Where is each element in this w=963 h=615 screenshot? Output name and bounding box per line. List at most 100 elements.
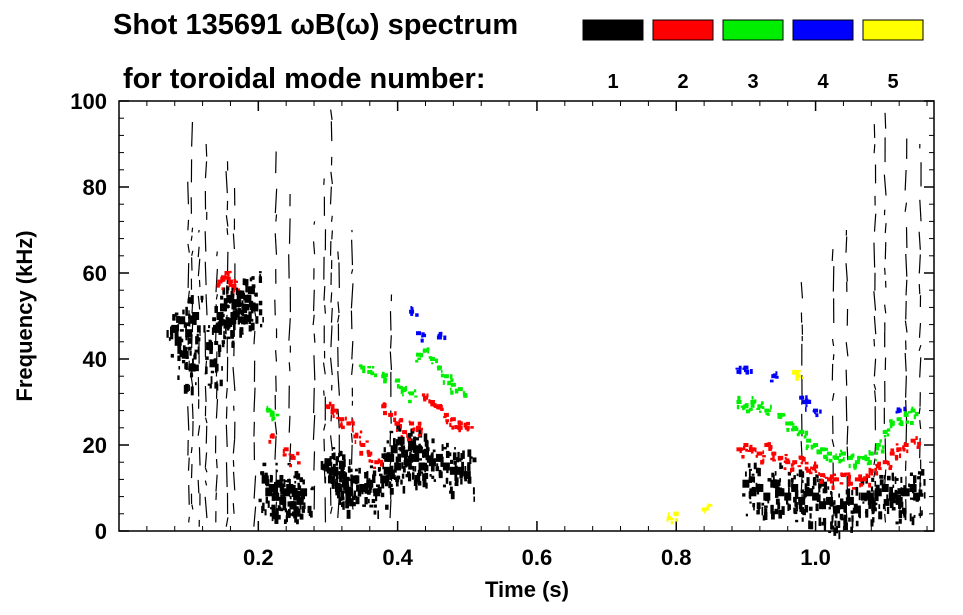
spectrum-speck-n1 [179, 329, 184, 332]
data-point-n1-6 [192, 312, 200, 320]
spectrum-speck-n1 [270, 475, 273, 481]
spectrum-speck-n1 [850, 526, 854, 533]
spectral-streak [253, 387, 256, 412]
spectrum-speck-n1 [414, 452, 417, 455]
spectrum-speck-n1 [182, 309, 185, 315]
spectrum-speck-n1 [871, 477, 875, 482]
spectrum-speck-n4 [802, 400, 807, 405]
spectral-streak [918, 254, 921, 274]
spectrum-speck-n2 [886, 460, 890, 464]
spectrum-speck-n3 [848, 463, 851, 469]
spectrum-speck-n1 [289, 496, 292, 500]
spectrum-speck-n3 [889, 424, 893, 429]
spectrum-speck-n5 [801, 376, 805, 379]
data-point-n1-2 [178, 316, 186, 325]
spectral-streak [322, 362, 326, 375]
spectral-streak [324, 305, 326, 314]
spectrum-speck-n1 [190, 295, 194, 305]
spectral-streak [873, 144, 876, 154]
spectrum-speck-n1 [284, 480, 289, 483]
spectrum-speck-n1 [744, 471, 747, 477]
data-point-n2-40 [813, 464, 819, 469]
spectrum-speck-n1 [909, 497, 914, 500]
spectral-streak [204, 480, 208, 486]
spectrum-speck-n2 [449, 422, 452, 428]
spectrum-speck-n1 [339, 498, 343, 501]
spectrum-speck-n1 [295, 507, 299, 517]
data-point-n3-37 [896, 417, 902, 422]
spectrum-speck-n1 [193, 318, 197, 325]
spectrum-speck-n1 [771, 511, 775, 520]
data-point-n2-53 [903, 443, 909, 447]
spectrum-speck-n1 [212, 317, 217, 322]
data-point-n3-38 [903, 412, 909, 417]
spectrum-speck-n1 [921, 510, 923, 516]
spectral-streak [190, 235, 193, 241]
spectrum-speck-n3 [886, 433, 890, 437]
spectrum-speck-n1 [170, 335, 172, 340]
spectrum-speck-n3 [737, 395, 741, 401]
spectrum-speck-n1 [299, 513, 304, 520]
spectrum-speck-n2 [809, 471, 813, 475]
spectrum-speck-n1 [223, 335, 227, 340]
spectral-streak [905, 423, 908, 446]
data-marks [171, 271, 921, 521]
spectrum-speck-n1 [800, 489, 805, 494]
spectrum-speck-n3 [414, 395, 418, 398]
spectrum-speck-n3 [867, 456, 870, 461]
data-point-n1-8 [209, 359, 217, 368]
spectrum-speck-n1 [338, 452, 341, 458]
spectrum-speck-n1 [262, 316, 264, 323]
spectrum-speck-n1 [258, 271, 262, 274]
spectrum-speck-n2 [330, 410, 335, 415]
spectral-streak [873, 316, 877, 335]
spectrum-speck-n1 [406, 474, 409, 478]
spectrum-speck-n1 [299, 477, 304, 483]
spectrum-speck-n1 [823, 481, 828, 491]
spectrum-speck-n1 [340, 465, 344, 474]
spectral-streak [215, 459, 218, 469]
spectrum-speck-n3 [275, 413, 280, 417]
spectrum-speck-n1 [386, 452, 391, 455]
spectrum-speck-n1 [185, 346, 188, 354]
data-point-n2-20 [409, 421, 415, 426]
spectrum-speck-n2 [899, 453, 902, 459]
spectrum-speck-n1 [880, 512, 883, 520]
spectrum-speck-n1 [778, 509, 783, 519]
spectrum-speck-n1 [178, 366, 181, 370]
spectrum-speck-n1 [185, 322, 187, 331]
spectrum-speck-n3 [751, 395, 754, 400]
spectrum-speck-n2 [859, 482, 862, 488]
spectrum-speck-n2 [393, 417, 397, 423]
spectrum-speck-n1 [398, 447, 401, 451]
spectrum-speck-n2 [800, 461, 804, 465]
spectral-streak [232, 503, 235, 514]
data-point-n1-76 [832, 505, 840, 514]
spectral-streak [187, 263, 190, 288]
spectrum-speck-n1 [285, 515, 288, 523]
spectrum-speck-n1 [177, 355, 181, 362]
spectral-streak [232, 439, 236, 454]
spectrum-speck-n3 [805, 446, 808, 451]
spectrum-speck-n1 [793, 507, 796, 514]
spectrum-speck-n1 [882, 503, 886, 510]
data-point-n1-85 [895, 496, 903, 505]
spectrum-speck-n1 [273, 481, 278, 484]
spectrum-speck-n1 [326, 463, 330, 472]
data-point-n1-35 [331, 466, 339, 475]
spectrum-speck-n2 [889, 464, 893, 468]
spectrum-speck-n1 [774, 471, 777, 476]
spectrum-speck-n2 [887, 462, 890, 466]
spectrum-speck-n2 [770, 457, 774, 461]
spectrum-speck-n1 [870, 519, 874, 527]
spectrum-speck-n1 [218, 326, 222, 335]
spectrum-speck-n1 [432, 449, 436, 453]
spectral-streak [198, 229, 200, 233]
spectrum-speck-n2 [382, 402, 386, 406]
spectrum-speck-n3 [867, 460, 872, 465]
spectral-streak [350, 269, 354, 274]
spectrum-speck-n1 [389, 430, 394, 434]
spectrum-speck-n1 [787, 471, 792, 476]
spectrum-speck-n1 [208, 325, 211, 329]
